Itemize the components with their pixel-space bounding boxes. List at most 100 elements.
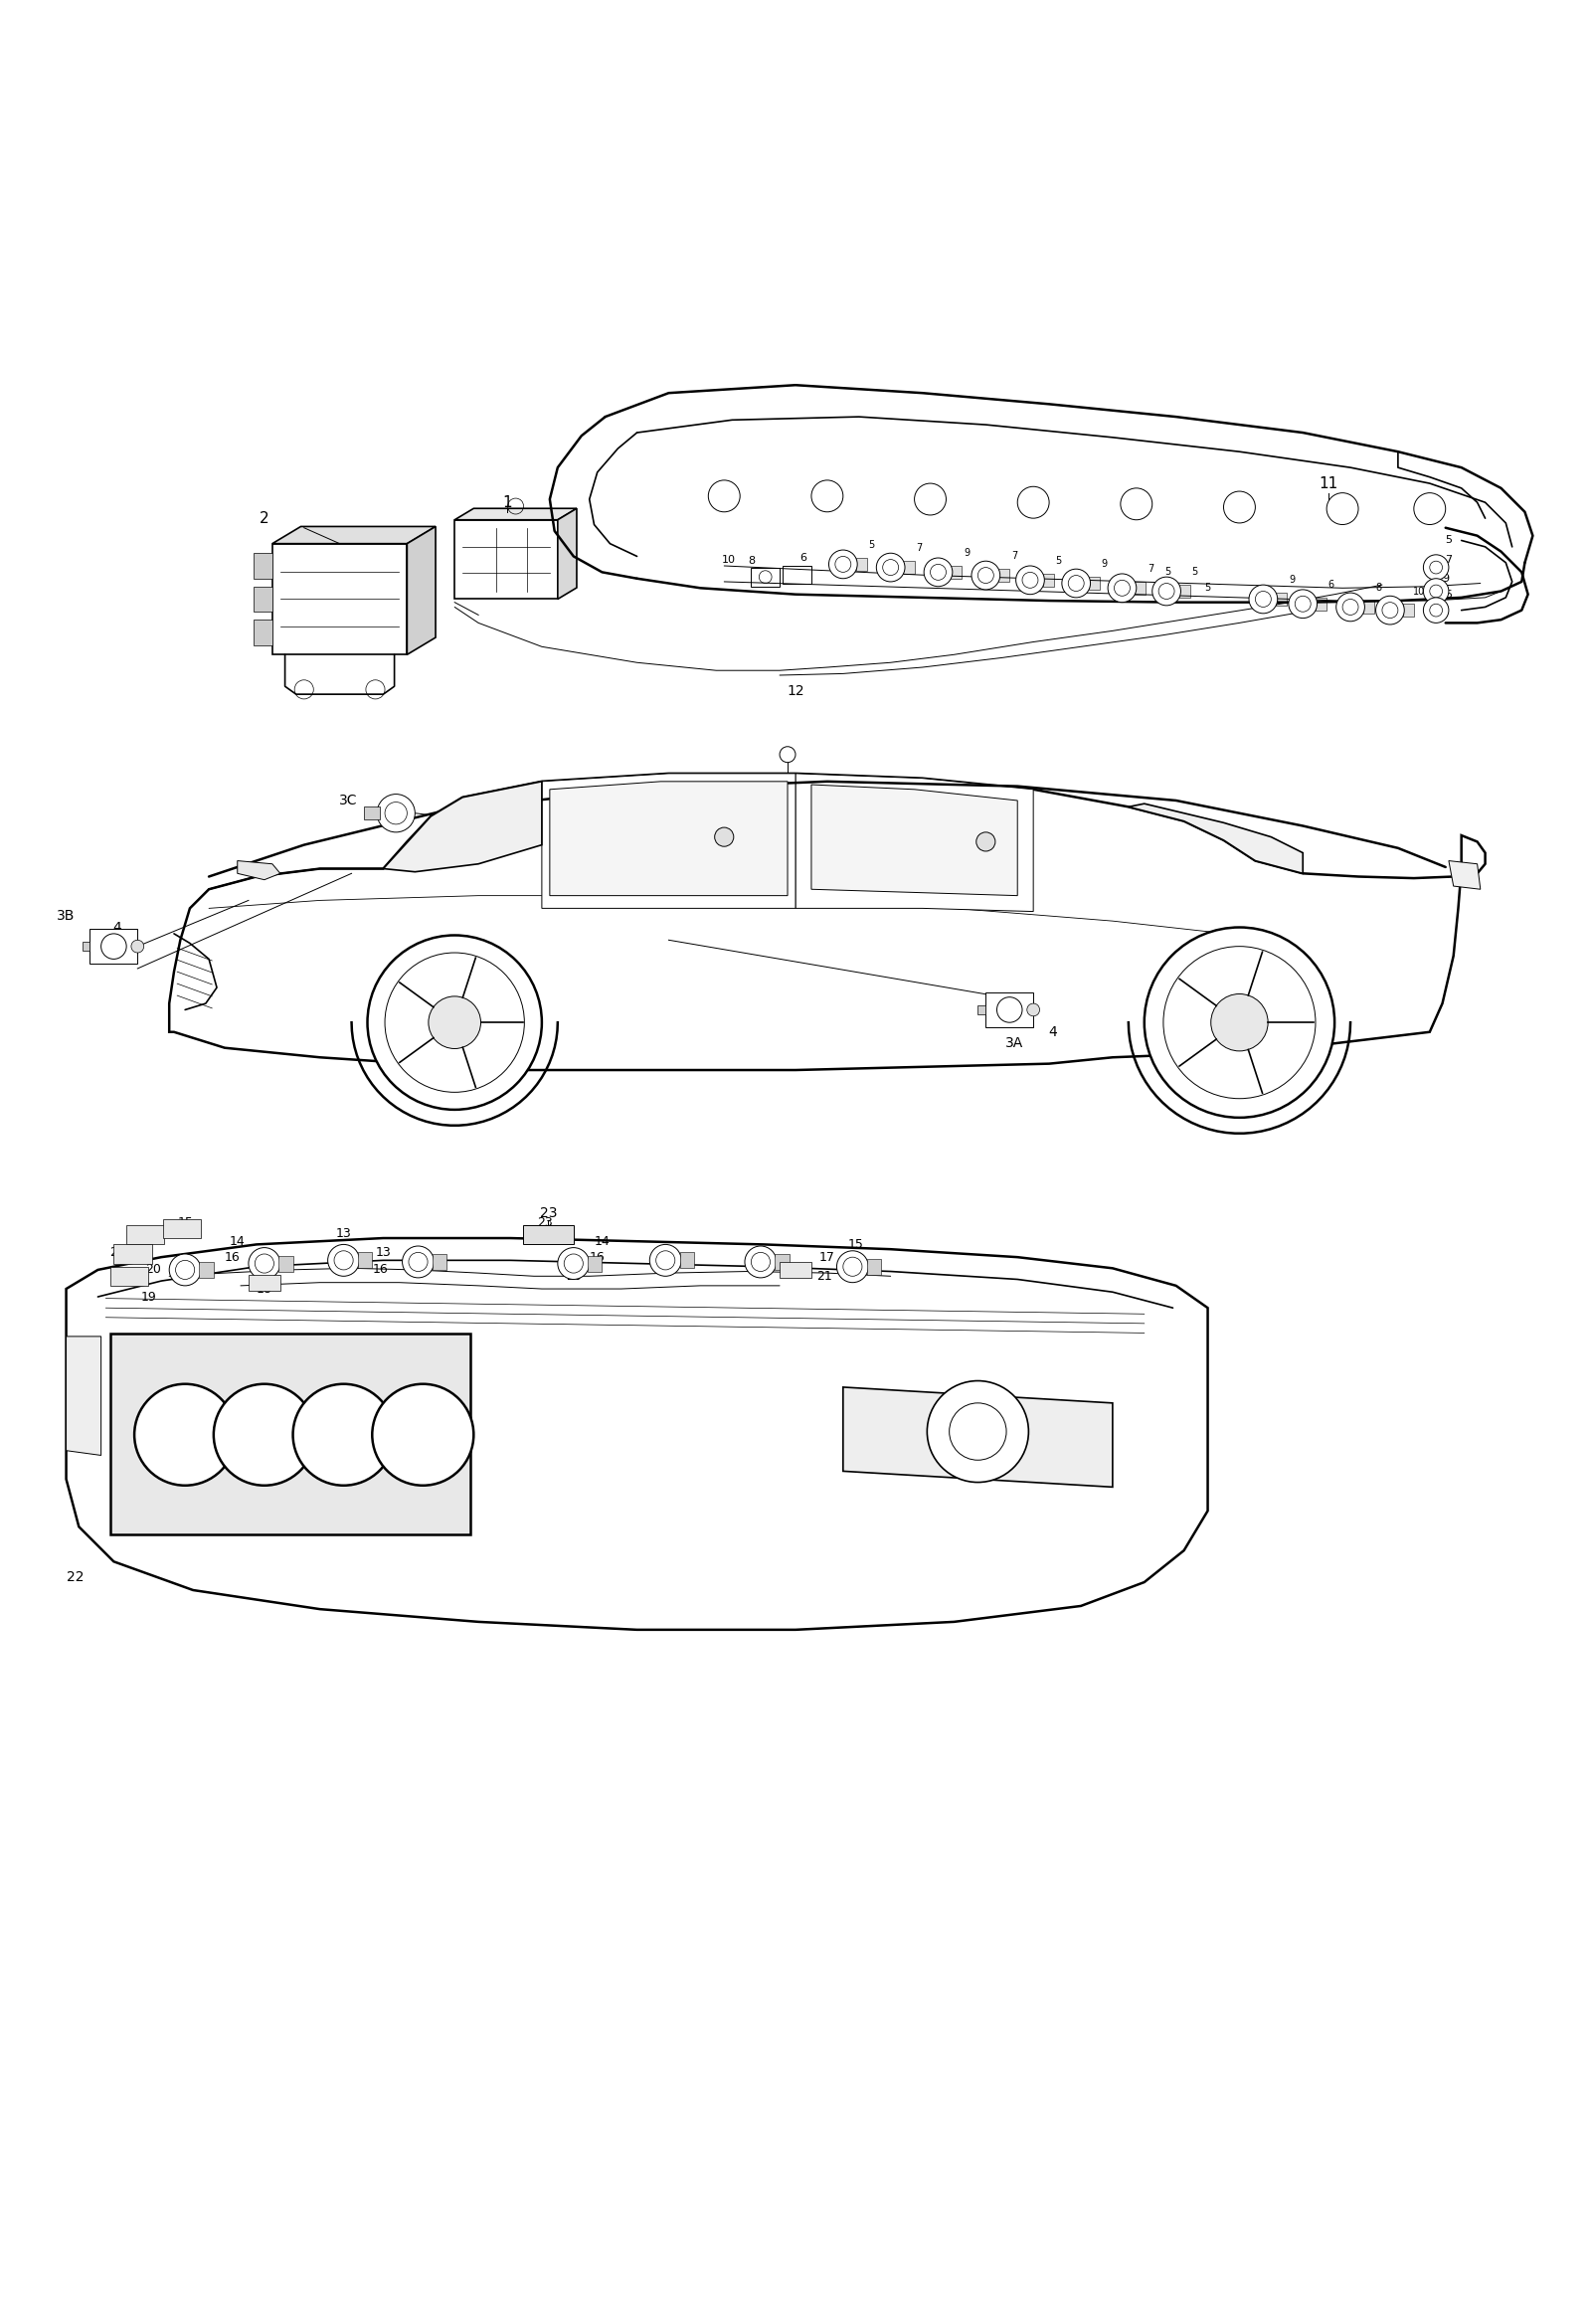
Polygon shape	[67, 1336, 102, 1455]
Circle shape	[1223, 490, 1255, 523]
Text: 15: 15	[177, 1215, 193, 1229]
Polygon shape	[679, 1253, 694, 1269]
Circle shape	[558, 1248, 589, 1278]
Polygon shape	[1128, 804, 1303, 874]
Polygon shape	[253, 553, 272, 579]
Circle shape	[368, 934, 543, 1109]
Text: 22: 22	[67, 1571, 84, 1585]
Circle shape	[293, 1385, 395, 1485]
Circle shape	[428, 997, 480, 1048]
Text: 3C: 3C	[339, 792, 358, 806]
Polygon shape	[1316, 597, 1327, 611]
Circle shape	[1061, 569, 1090, 597]
Text: 23: 23	[538, 1215, 552, 1229]
Circle shape	[403, 1246, 434, 1278]
Text: 16: 16	[224, 1250, 240, 1264]
Polygon shape	[162, 1220, 200, 1239]
Polygon shape	[455, 509, 576, 521]
Text: 20: 20	[566, 1269, 581, 1283]
Circle shape	[1144, 927, 1335, 1118]
Polygon shape	[253, 621, 272, 646]
Text: 21: 21	[110, 1246, 124, 1260]
Text: 5: 5	[869, 539, 875, 551]
Polygon shape	[248, 1274, 280, 1290]
Polygon shape	[272, 544, 407, 655]
Text: 19: 19	[140, 1290, 156, 1304]
Polygon shape	[550, 416, 636, 579]
Polygon shape	[780, 1262, 811, 1278]
Polygon shape	[1403, 604, 1414, 616]
Text: 6: 6	[1328, 581, 1335, 590]
Polygon shape	[455, 521, 558, 600]
Text: 4: 4	[1048, 1025, 1056, 1039]
Polygon shape	[775, 1255, 789, 1269]
Circle shape	[1424, 555, 1449, 581]
Circle shape	[1424, 579, 1449, 604]
Circle shape	[915, 483, 947, 516]
Circle shape	[1152, 576, 1181, 607]
Polygon shape	[110, 1267, 148, 1285]
Circle shape	[169, 1255, 200, 1285]
Text: 5: 5	[1192, 567, 1198, 576]
Text: 7: 7	[1147, 565, 1153, 574]
Circle shape	[377, 795, 415, 832]
Polygon shape	[751, 567, 780, 586]
Circle shape	[1376, 595, 1405, 625]
Polygon shape	[1363, 600, 1375, 614]
Polygon shape	[550, 781, 788, 895]
Polygon shape	[986, 992, 1033, 1027]
Polygon shape	[364, 806, 380, 820]
Polygon shape	[558, 509, 576, 600]
Polygon shape	[543, 774, 796, 909]
Circle shape	[1017, 565, 1044, 595]
Text: 3A: 3A	[1006, 1037, 1023, 1050]
Polygon shape	[237, 860, 280, 881]
Text: 20: 20	[145, 1264, 161, 1276]
Circle shape	[1336, 593, 1365, 621]
Circle shape	[1120, 488, 1152, 521]
Polygon shape	[113, 1243, 151, 1264]
Polygon shape	[978, 1004, 986, 1016]
Text: 18: 18	[256, 1283, 272, 1294]
Text: 13: 13	[375, 1246, 391, 1260]
Polygon shape	[67, 1239, 1208, 1629]
Text: 12: 12	[786, 683, 805, 697]
Text: 16: 16	[590, 1250, 605, 1264]
Polygon shape	[1276, 593, 1287, 607]
Polygon shape	[796, 774, 1033, 911]
Text: 5: 5	[1445, 590, 1453, 600]
Circle shape	[811, 481, 843, 511]
Polygon shape	[253, 586, 272, 611]
Circle shape	[745, 1246, 776, 1278]
Text: 14: 14	[595, 1234, 609, 1248]
Text: 10: 10	[1413, 586, 1424, 597]
Circle shape	[1414, 493, 1446, 525]
Polygon shape	[1088, 576, 1099, 590]
Polygon shape	[1134, 581, 1146, 595]
Circle shape	[877, 553, 905, 581]
Text: 8: 8	[748, 555, 754, 567]
Text: 3B: 3B	[57, 909, 75, 923]
Polygon shape	[169, 774, 1484, 1069]
Circle shape	[1026, 1004, 1039, 1016]
Circle shape	[134, 1385, 235, 1485]
Polygon shape	[867, 1260, 881, 1274]
Circle shape	[837, 1250, 869, 1283]
Circle shape	[248, 1248, 280, 1278]
Text: 1: 1	[503, 495, 512, 509]
Polygon shape	[587, 1255, 601, 1271]
Polygon shape	[407, 528, 436, 655]
Circle shape	[1107, 574, 1136, 602]
Circle shape	[928, 1380, 1028, 1483]
Text: 9: 9	[1441, 574, 1449, 583]
Polygon shape	[91, 930, 137, 964]
Polygon shape	[951, 565, 963, 579]
Text: 11: 11	[1319, 476, 1338, 490]
Text: 7: 7	[1445, 555, 1453, 565]
Polygon shape	[999, 569, 1010, 581]
Circle shape	[1424, 597, 1449, 623]
Circle shape	[213, 1385, 315, 1485]
Text: 14: 14	[229, 1234, 245, 1248]
Text: 5: 5	[1055, 555, 1061, 567]
Text: 10: 10	[722, 555, 737, 565]
